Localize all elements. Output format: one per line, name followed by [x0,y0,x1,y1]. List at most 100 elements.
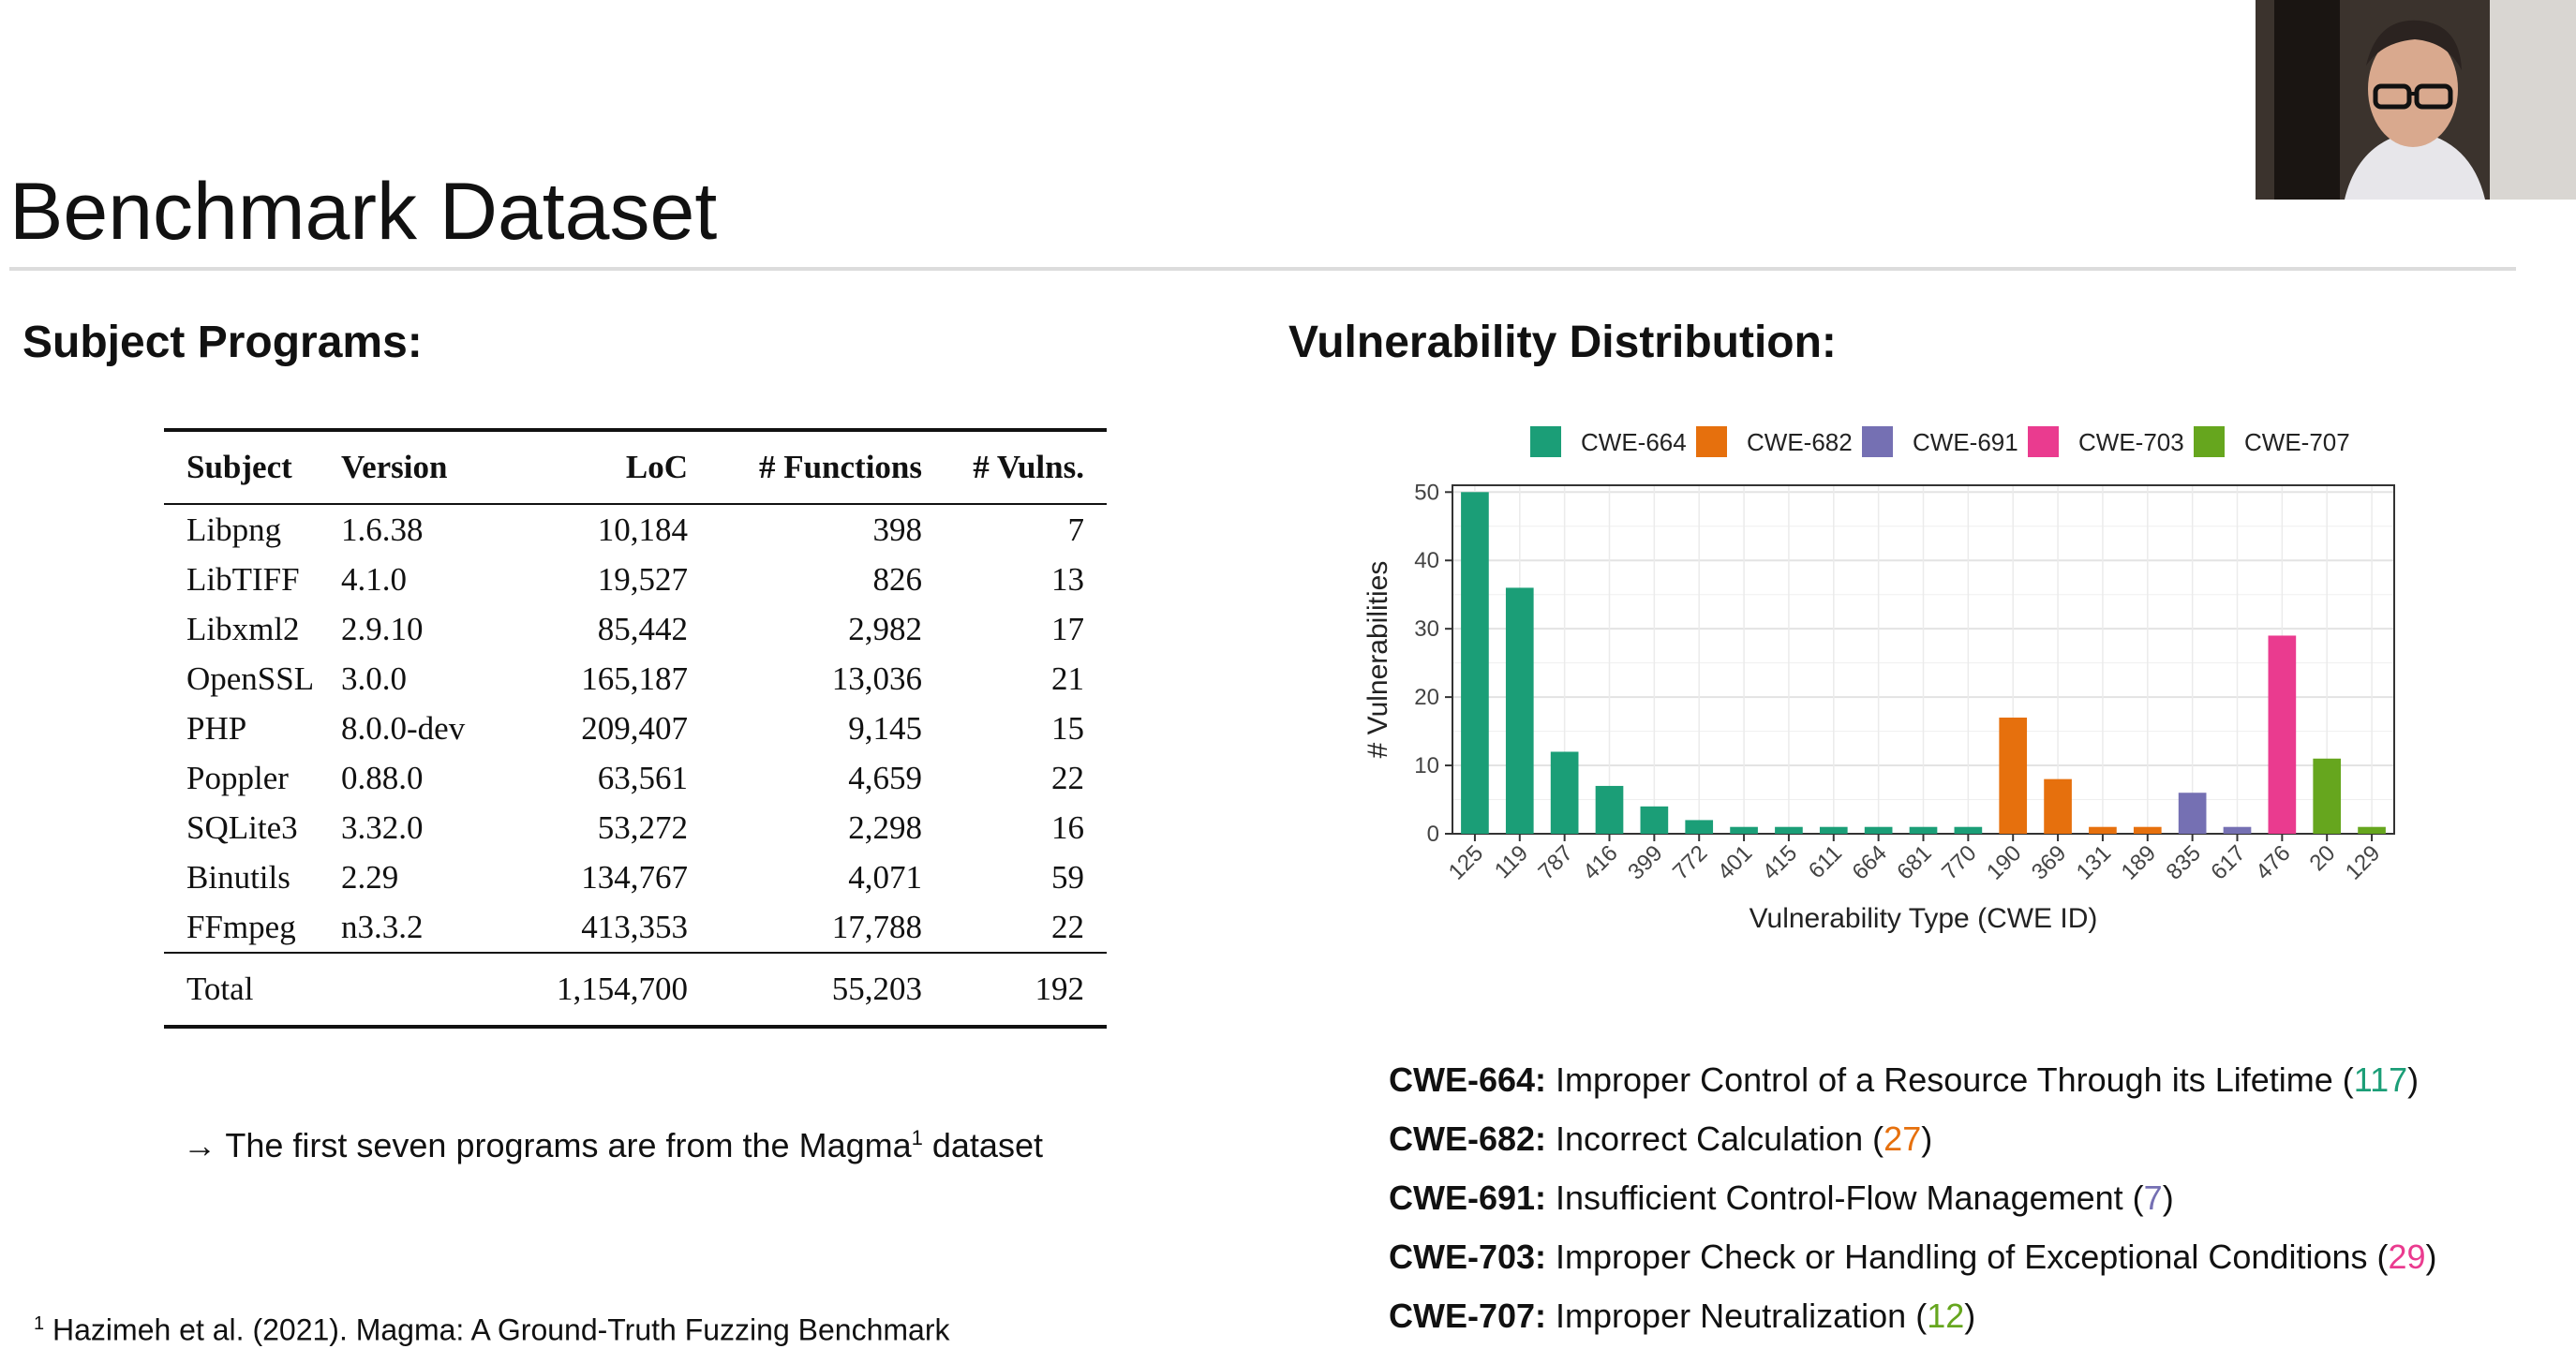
cell-version: 2.29 [341,858,399,896]
bar-401 [1730,826,1758,834]
cwe-id: CWE-707: [1389,1297,1547,1335]
bar-787 [1550,751,1579,834]
legend-label: CWE-664 [1581,428,1687,456]
cell-version: 3.32.0 [341,808,424,846]
cell-vulns: 22 [1051,908,1084,945]
total-version [341,954,510,1025]
cell-loc: 63,561 [597,759,688,796]
cell-functions: 826 [872,560,923,598]
cwe-count: 29 [2388,1238,2426,1276]
y-tick-label: 10 [1414,753,1439,778]
header-version: Version [341,449,448,485]
cell-version: 8.0.0-dev [341,709,466,747]
x-tick-label: 476 [2251,840,2295,884]
legend-swatch [2194,426,2225,457]
cwe-description: Incorrect Calculation ( [1546,1119,1884,1158]
x-tick-label: 611 [1804,840,1847,883]
x-tick-label: 399 [1623,840,1667,884]
cell-loc: 10,184 [597,511,688,548]
total-vulns: 192 [1035,971,1085,1007]
cell-subject: OpenSSL [186,660,315,697]
cwe-definition: CWE-682: Incorrect Calculation (27) [1389,1118,1932,1161]
legend-label: CWE-691 [1913,428,2018,456]
cell-loc: 134,767 [581,858,688,896]
cell-subject: Libpng [186,511,282,548]
cell-functions: 2,298 [848,808,922,846]
bar-369 [2044,778,2072,834]
cwe-description: Improper Neutralization ( [1546,1297,1928,1335]
x-tick-label: 129 [2341,840,2385,884]
cwe-close-paren: ) [2407,1060,2420,1099]
x-tick-label: 681 [1892,840,1936,884]
cwe-definition: CWE-707: Improper Neutralization (12) [1389,1295,1975,1338]
x-tick-label: 20 [2304,840,2340,876]
x-tick-label: 119 [1490,840,1533,883]
cell-loc: 165,187 [581,660,688,697]
cwe-count: 117 [2353,1060,2408,1099]
speaker-avatar [2256,0,2576,200]
cwe-description: Improper Control of a Resource Through i… [1546,1060,2354,1099]
header-loc: LoC [625,449,688,485]
table-header-row: Subject Version LoC # Functions # Vulns. [164,432,1107,503]
cell-functions: 13,036 [831,660,922,697]
x-tick-label: 772 [1668,840,1712,884]
footnote-text: Hazimeh et al. (2021). Magma: A Ground-T… [44,1312,950,1347]
footnote-marker: 1 [34,1313,45,1334]
cell-version: 2.9.10 [341,610,424,647]
cell-vulns: 16 [1051,808,1084,846]
bar-20 [2313,758,2342,834]
x-tick-label: 664 [1847,840,1891,884]
y-tick-label: 20 [1414,685,1439,710]
legend-label: CWE-707 [2244,428,2350,456]
cell-subject: Binutils [186,858,290,896]
cell-loc: 19,527 [597,560,688,598]
cwe-count: 27 [1884,1119,1922,1158]
table-total-rule [164,952,1107,954]
table-total-row: Total 1,154,700 55,203 192 [164,954,1107,1025]
cell-vulns: 59 [1051,858,1084,896]
cell-version: n3.3.2 [341,908,424,945]
legend-swatch [2028,426,2059,457]
cell-subject: Libxml2 [186,610,300,647]
x-tick-label: 835 [2161,840,2205,884]
legend-label: CWE-703 [2078,428,2184,456]
cell-vulns: 7 [1067,511,1085,548]
total-functions: 55,203 [831,971,922,1007]
x-tick-label: 369 [2027,840,2071,884]
cell-version: 1.6.38 [341,511,424,548]
cwe-definition: CWE-703: Improper Check or Handling of E… [1389,1236,2437,1279]
x-tick-label: 415 [1758,840,1802,884]
cell-loc: 85,442 [597,610,688,647]
cell-version: 4.1.0 [341,560,407,598]
table-row: FFmpeg n3.3.2 413,353 17,788 22 [164,902,1107,952]
header-subject: Subject [186,449,292,485]
x-tick-label: 787 [1533,840,1577,884]
cell-functions: 4,659 [848,759,922,796]
table-row: SQLite3 3.32.0 53,272 2,298 16 [164,803,1107,852]
cwe-definition: CWE-664: Improper Control of a Resource … [1389,1059,2419,1102]
cwe-close-paren: ) [1921,1119,1933,1158]
speaker-video-thumbnail [2256,0,2576,200]
magma-note-suffix: dataset [922,1126,1043,1164]
table-row: PHP 8.0.0-dev 209,407 9,145 15 [164,704,1107,753]
cell-version: 3.0.0 [341,660,407,697]
legend-swatch [1696,426,1727,457]
cell-vulns: 15 [1051,709,1084,747]
magma-note: → The first seven programs are from the … [183,1115,1043,1169]
cell-functions: 4,071 [848,858,922,896]
total-label: Total [186,971,254,1007]
cwe-close-paren: ) [2162,1179,2174,1217]
x-tick-label: 131 [2072,840,2116,884]
cwe-close-paren: ) [1964,1297,1976,1335]
cwe-id: CWE-703: [1389,1238,1547,1276]
table-bottom-rule [164,1025,1107,1029]
cell-loc: 209,407 [581,709,688,747]
x-tick-label: 401 [1713,840,1757,884]
bar-476 [2268,635,2297,834]
bar-131 [2089,826,2117,834]
table-body: Libpng 1.6.38 10,184 398 7 LibTIFF 4.1.0 19,527… [164,505,1107,952]
cell-subject: Poppler [186,759,289,796]
cell-subject: SQLite3 [186,808,298,846]
magma-note-text: → The first seven programs are from the … [183,1126,912,1164]
